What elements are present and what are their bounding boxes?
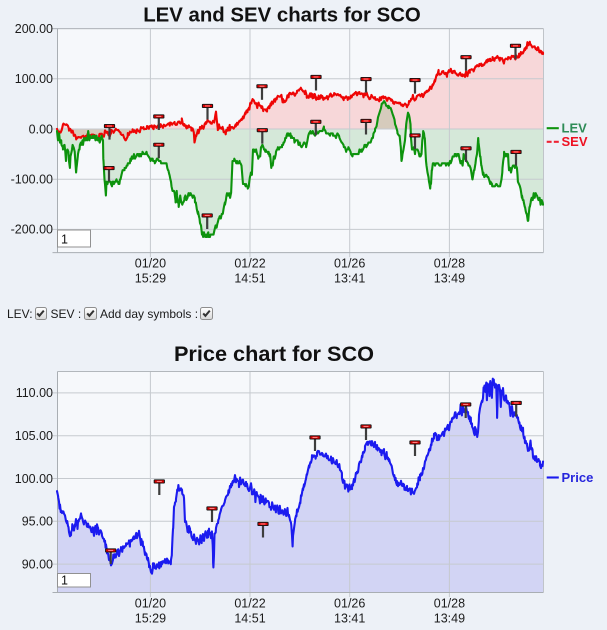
svg-text:13:49: 13:49 [434,612,465,626]
svg-text:SEV: SEV [562,134,588,149]
svg-text:Price: Price [562,470,594,485]
svg-text:Price chart for SCO: Price chart for SCO [174,341,374,366]
svg-text:200.00: 200.00 [15,22,53,36]
svg-text:100.00: 100.00 [15,472,53,486]
svg-text:105.00: 105.00 [15,429,53,443]
svg-text:-200.00: -200.00 [11,223,53,237]
svg-text:01/26: 01/26 [334,597,365,611]
svg-text:01/22: 01/22 [234,257,265,271]
svg-text:LEV: LEV [562,121,588,136]
svg-text:01/20: 01/20 [135,597,166,611]
svg-text:13:41: 13:41 [334,612,365,626]
svg-text:100.00: 100.00 [15,72,53,86]
svg-text:95.00: 95.00 [22,515,53,529]
svg-text:1: 1 [61,233,68,247]
svg-text:14:51: 14:51 [234,612,265,626]
svg-text:13:41: 13:41 [334,272,365,286]
svg-text:13:49: 13:49 [434,272,465,286]
svg-text:14:51: 14:51 [234,272,265,286]
svg-text:01/26: 01/26 [334,257,365,271]
svg-text:01/20: 01/20 [135,257,166,271]
svg-text:0.00: 0.00 [29,122,53,136]
svg-text:01/28: 01/28 [434,257,465,271]
svg-text:LEV and SEV charts for SCO: LEV and SEV charts for SCO [143,5,421,27]
svg-text:15:29: 15:29 [135,612,166,626]
svg-text:-100.00: -100.00 [11,173,53,187]
svg-text:90.00: 90.00 [22,557,53,571]
svg-text:110.00: 110.00 [16,386,53,400]
svg-text:1: 1 [61,574,68,588]
svg-text:01/22: 01/22 [234,597,265,611]
svg-text:01/28: 01/28 [434,597,465,611]
svg-text:15:29: 15:29 [135,272,166,286]
